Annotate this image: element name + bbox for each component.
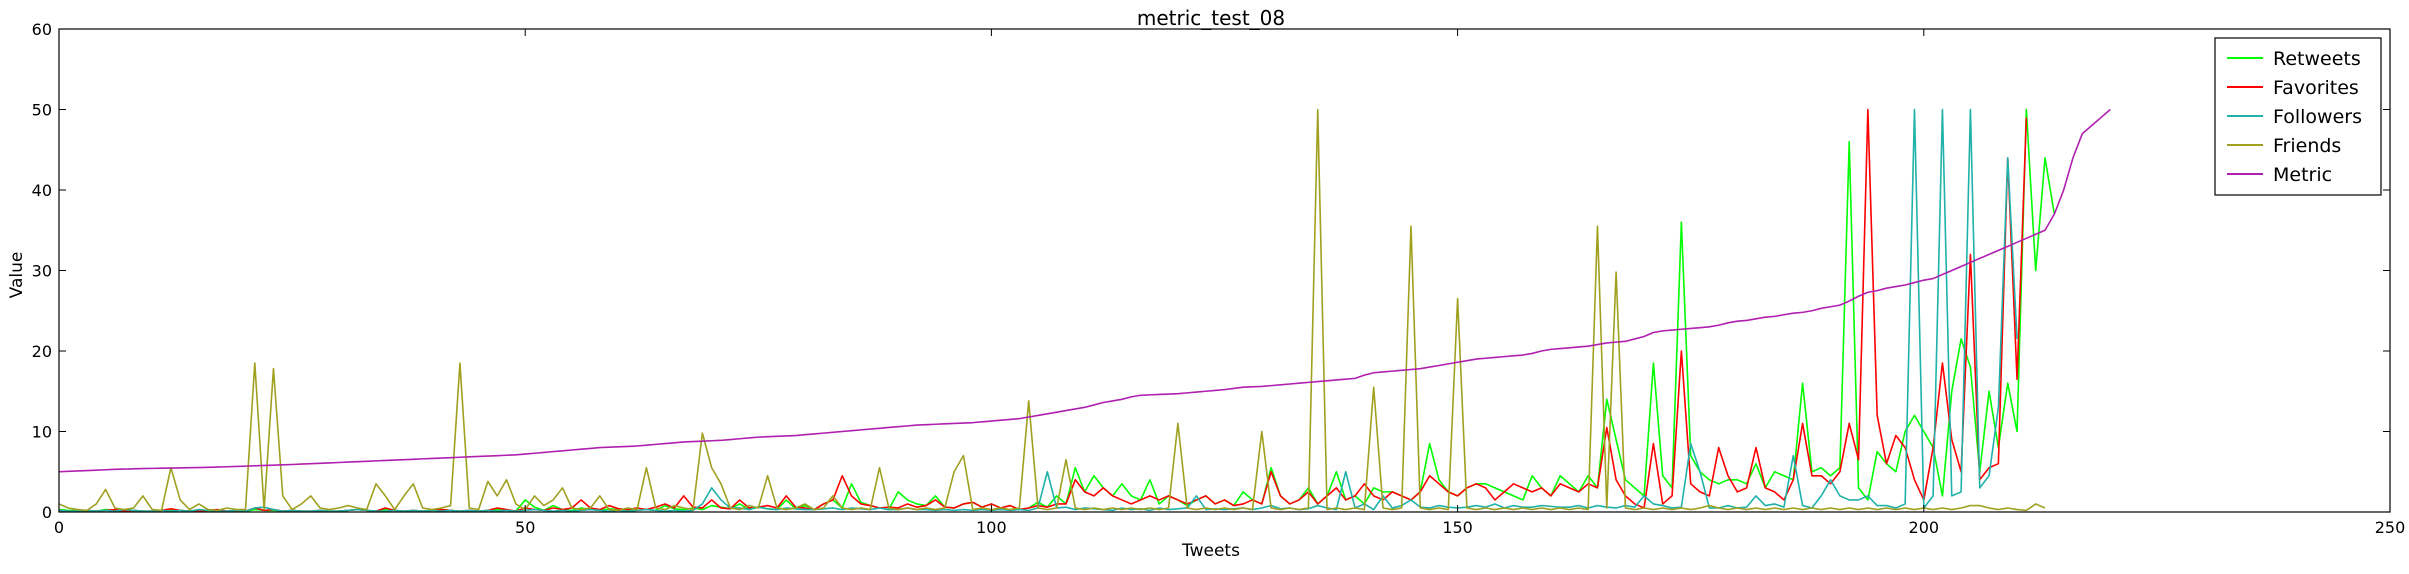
x-tick-label: 200: [1909, 518, 1940, 537]
legend-label-followers: Followers: [2273, 106, 2362, 128]
legend-label-favorites: Favorites: [2273, 77, 2359, 99]
axes-layer: 0 50 100 150 200 250 0 10 20 30 40 50 60: [32, 20, 2406, 537]
legend-label-retweets: Retweets: [2273, 48, 2361, 70]
x-tick-label: 50: [515, 518, 535, 537]
x-tick-label: 150: [1442, 518, 1473, 537]
legend-label-friends: Friends: [2273, 135, 2341, 157]
y-tick-label: 60: [32, 20, 52, 39]
y-axis-label: Value: [7, 252, 27, 299]
y-tick-label: 0: [42, 503, 52, 522]
legend: Retweets Favorites Followers Friends Metric: [2214, 37, 2382, 196]
x-tick-label: 0: [54, 518, 64, 537]
series-layer: [58, 108, 2111, 512]
x-tick-label: 250: [2375, 518, 2406, 537]
y-tick-label: 10: [32, 423, 52, 442]
y-tick-label: 50: [32, 101, 52, 120]
series-line-friends: [58, 108, 2046, 512]
x-axis-label: Tweets: [1181, 541, 1240, 561]
y-tick-label: 40: [32, 181, 52, 200]
series-line-favorites: [58, 108, 2028, 512]
y-tick-label: 30: [32, 262, 52, 281]
x-tick-label: 100: [976, 518, 1007, 537]
chart-title: metric_test_08: [1137, 6, 1285, 30]
series-line-metric: [58, 108, 2111, 473]
y-tick-label: 20: [32, 342, 52, 361]
legend-label-metric: Metric: [2273, 164, 2332, 186]
